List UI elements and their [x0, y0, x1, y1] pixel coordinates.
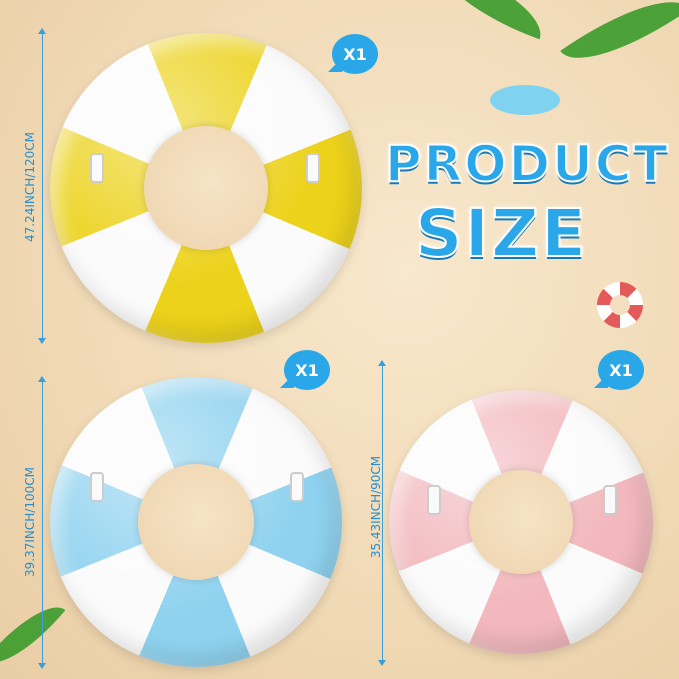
quantity-bubble: X1: [280, 350, 330, 390]
dimension-label: 47.24INCH/120CM: [23, 132, 37, 242]
title-product: PRODUCT: [384, 134, 670, 194]
mini-ring-decoration: [597, 282, 643, 328]
title-size: SIZE: [414, 194, 589, 273]
dimension-line: [38, 28, 46, 344]
palm-leaf-decoration: [0, 590, 66, 679]
pink-swim-ring: [389, 390, 653, 654]
dimension-label: 39.37INCH/100CM: [23, 467, 37, 577]
yellow-swim-ring: [50, 33, 362, 343]
quantity-bubble: X1: [328, 34, 378, 74]
blue-swim-ring: [50, 377, 342, 667]
dimension-line: [38, 376, 46, 669]
quantity-bubble: X1: [594, 350, 644, 390]
dimension-label: 35.43INCH/90CM: [369, 455, 383, 559]
palm-leaf-decoration: [560, 0, 679, 84]
palm-leaf-decoration: [426, 0, 554, 40]
dimension-line: [378, 360, 386, 666]
mini-pool-ring-decoration: [490, 85, 560, 115]
